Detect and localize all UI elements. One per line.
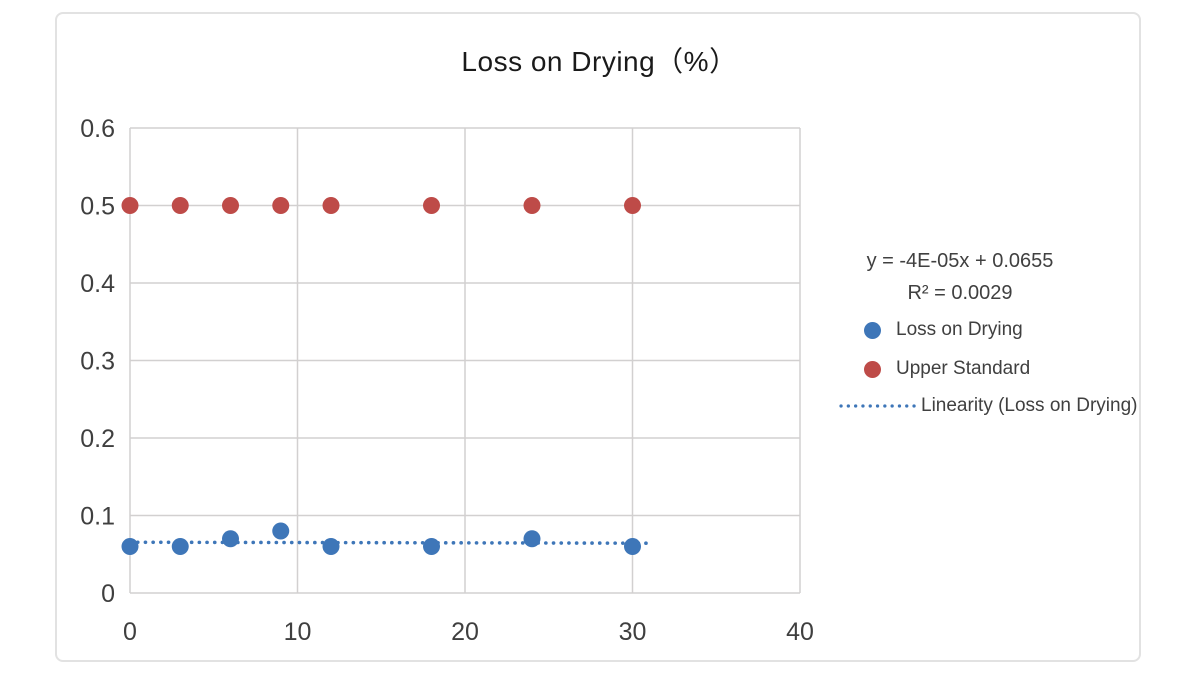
legend-item-loss-on-drying: Loss on Drying [864,319,1150,341]
y-tick-label: 0 [101,580,115,608]
y-tick-label: 0.5 [80,193,115,221]
data-point-upper-standard [171,197,189,214]
legend-label-linearity: Linearity (Loss on Drying) [921,395,1138,416]
legend-item-upper-standard: Upper Standard [864,358,1150,380]
data-point-upper-standard [523,197,541,214]
trendline-equation-block: y = -4E-05x + 0.0655 R² = 0.0029 [838,248,1082,307]
data-point-loss-on-drying [624,538,641,555]
y-tick-label: 0.6 [80,115,115,143]
data-point-loss-on-drying [272,522,290,540]
x-tick-label: 10 [284,618,312,646]
y-tick-label: 0.2 [80,425,115,453]
x-tick-label: 40 [786,618,814,646]
data-point-upper-standard [222,197,239,214]
legend-marker-upper-standard-icon [864,360,881,378]
x-tick-label: 30 [619,618,647,646]
data-point-upper-standard [423,197,440,214]
data-point-loss-on-drying [423,538,440,555]
data-point-loss-on-drying [171,538,189,555]
x-tick-label: 20 [451,618,479,646]
chart-card [55,12,1141,662]
data-point-loss-on-drying [322,538,340,555]
data-point-upper-standard [322,197,340,214]
data-point-upper-standard [624,197,641,214]
y-tick-label: 0.3 [80,348,115,376]
x-tick-label: 0 [123,618,137,646]
legend-label-loss-on-drying: Loss on Drying [896,319,1023,340]
trendline-linearity [128,540,652,545]
legend: y = -4E-05x + 0.0655 R² = 0.0029 Loss on… [838,248,1150,417]
trendline-r-squared: R² = 0.0029 [907,282,1013,304]
legend-label-upper-standard: Upper Standard [896,358,1031,379]
data-point-loss-on-drying [523,530,541,548]
y-tick-label: 0.4 [80,270,115,298]
data-point-upper-standard [272,197,290,214]
legend-item-linearity: Linearity (Loss on Drying) [838,395,1150,417]
chart-title: Loss on Drying（%） [461,46,738,77]
trendline-equation: y = -4E-05x + 0.0655 [866,250,1054,272]
legend-marker-loss-on-drying-icon [864,321,881,339]
data-point-loss-on-drying [222,530,239,548]
y-tick-label: 0.1 [80,503,115,531]
legend-marker-linearity-icon [839,404,919,408]
data-point-upper-standard [121,197,139,214]
data-point-loss-on-drying [121,538,139,555]
